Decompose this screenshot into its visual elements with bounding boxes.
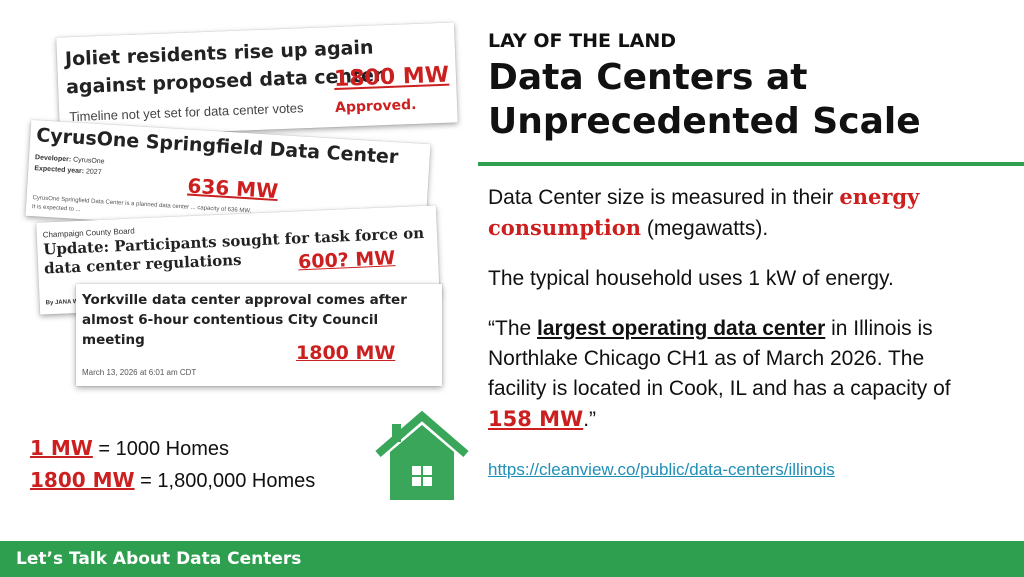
house-icon xyxy=(375,410,469,500)
springfield-meta: Developer: CyrusOne Expected year: 2027 xyxy=(34,154,105,177)
yorkville-date: March 13, 2026 at 6:01 am CDT xyxy=(82,368,197,377)
paragraph-largest: “The largest operating data center in Il… xyxy=(488,317,951,431)
joliet-subhead: Timeline not yet set for data center vot… xyxy=(68,100,304,125)
yorkville-mw: 1800 MW xyxy=(296,342,396,364)
joliet-mw: 1800 MW xyxy=(333,62,450,93)
source-link[interactable]: https://cleanview.co/public/data-centers… xyxy=(488,460,835,479)
title-divider xyxy=(478,162,1024,166)
news-card-yorkville: Yorkville data center approval comes aft… xyxy=(76,284,442,386)
paragraph-household: The typical household uses 1 kW of energ… xyxy=(488,267,894,290)
page-title: Data Centers at Unprecedented Scale xyxy=(488,57,921,142)
paragraph-energy: Data Center size is measured in their en… xyxy=(488,184,920,240)
champaign-mw: 600? MW xyxy=(297,247,396,274)
yorkville-headline: Yorkville data center approval comes aft… xyxy=(82,292,407,348)
equation-1800mw: 1800 MW = 1,800,000 Homes xyxy=(30,468,316,492)
champaign-byline: By JANA W xyxy=(45,299,79,307)
section-kicker: LAY OF THE LAND xyxy=(488,30,677,52)
joliet-status: Approved. xyxy=(334,96,417,117)
footer-bar: Let’s Talk About Data Centers xyxy=(0,541,1024,577)
footer-text: Let’s Talk About Data Centers xyxy=(16,549,302,569)
springfield-mw: 636 MW xyxy=(186,173,279,204)
news-card-joliet: Joliet residents rise up again against p… xyxy=(56,22,458,138)
equation-1mw: 1 MW = 1000 Homes xyxy=(30,436,230,460)
